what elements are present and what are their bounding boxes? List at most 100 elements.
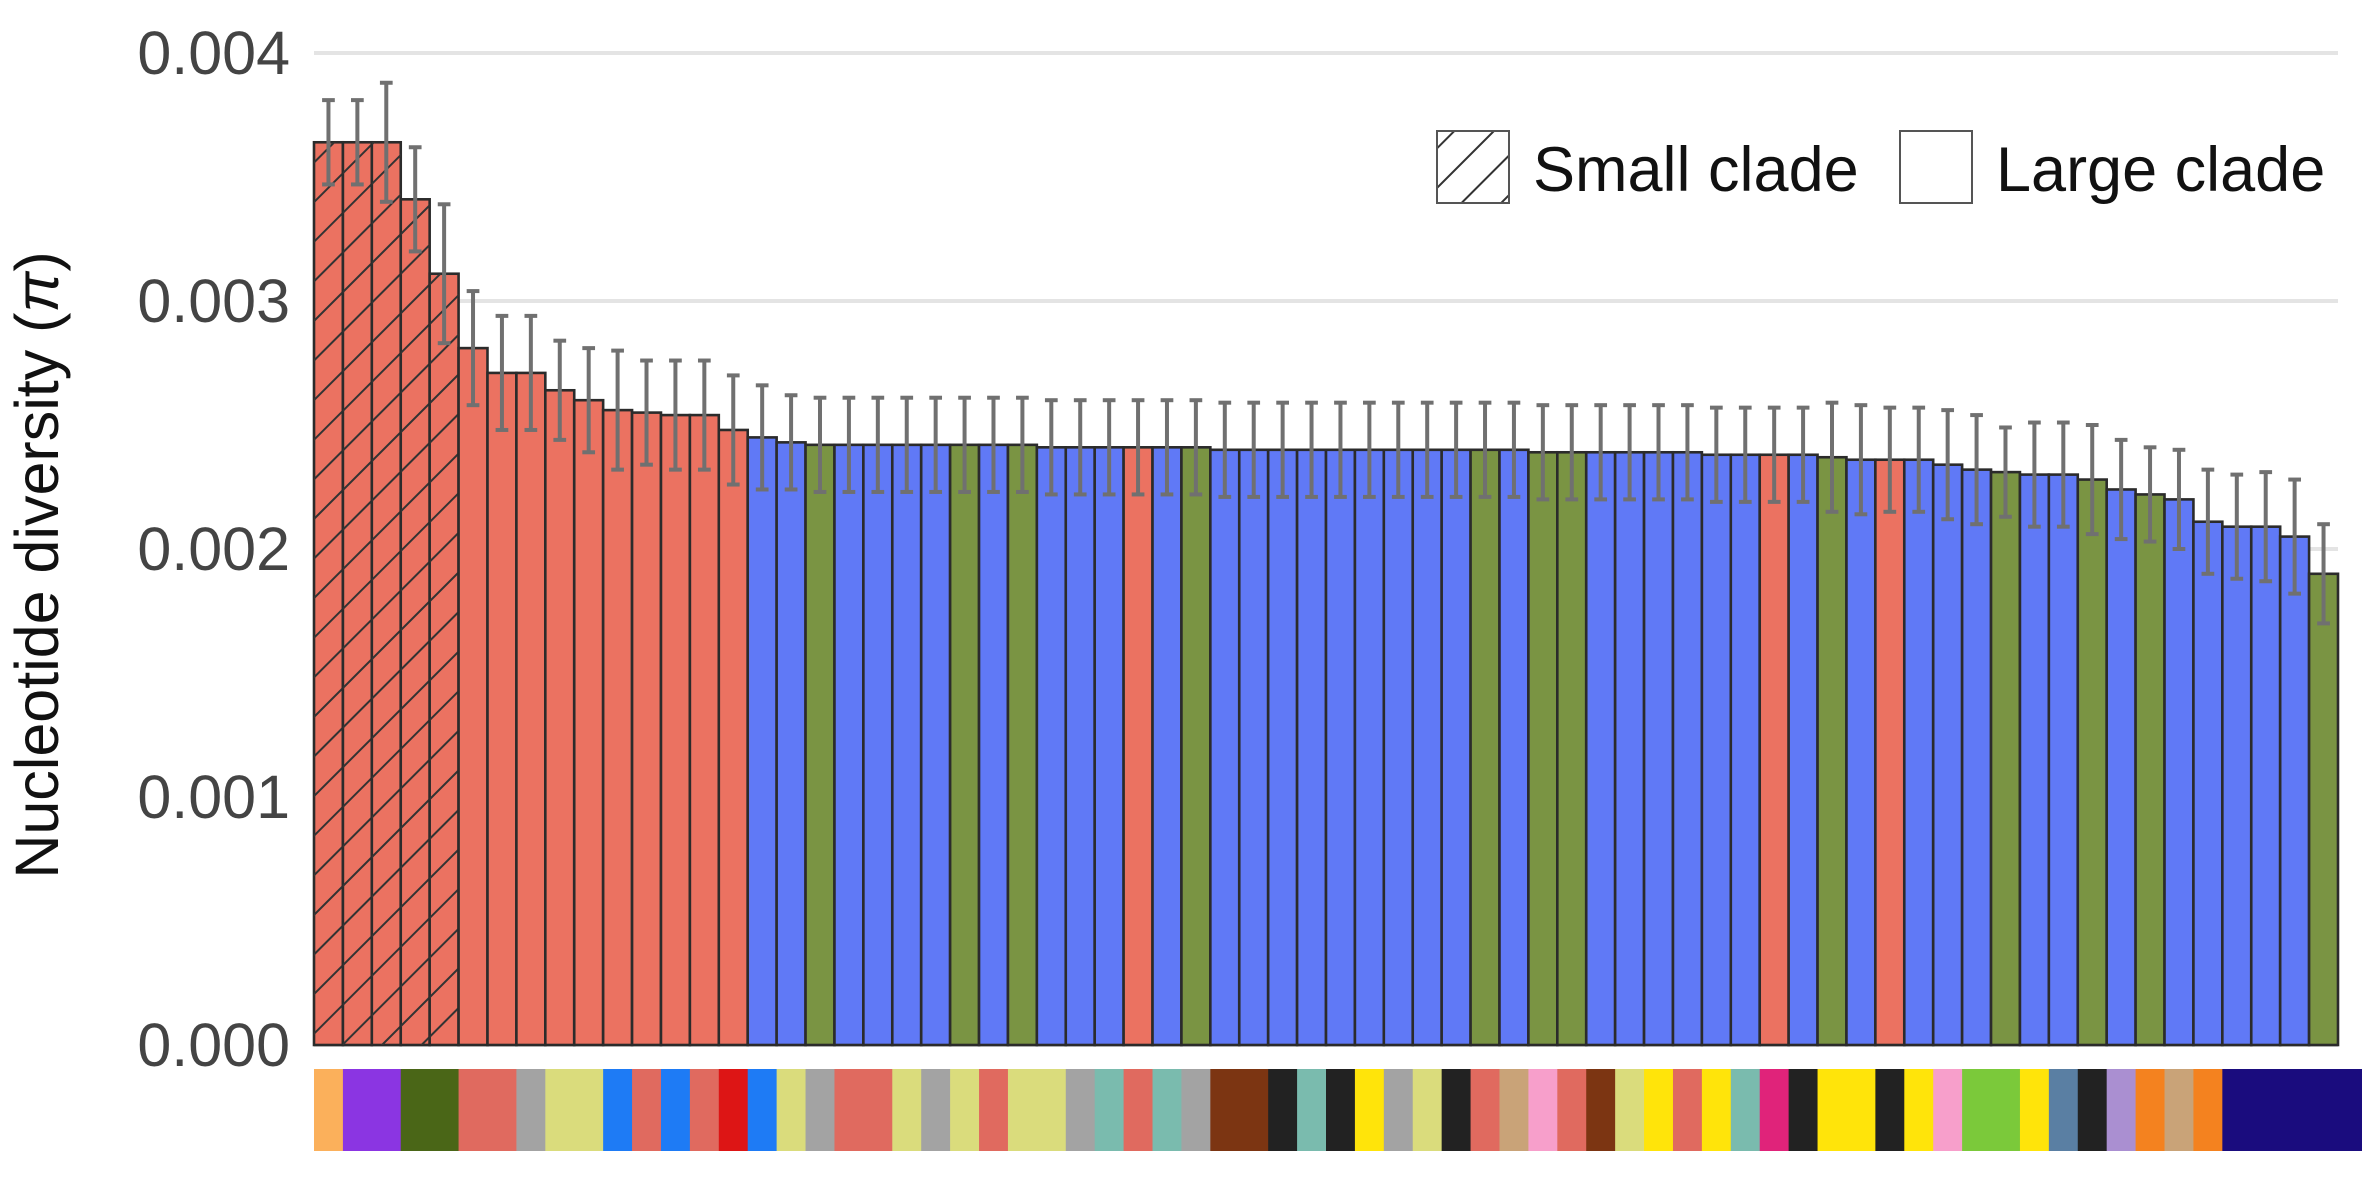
error-bar — [1131, 398, 1145, 497]
error-bar — [2143, 445, 2157, 544]
error-bar — [553, 338, 567, 442]
y-tick-label: 0.004 — [137, 19, 290, 87]
group-strip-cell — [2077, 1069, 2108, 1151]
y-axis-title: Nucleotide diversity (π) — [3, 251, 71, 878]
bar — [544, 388, 576, 1047]
error-bar — [1883, 405, 1897, 514]
bar — [659, 413, 692, 1047]
bar — [1093, 446, 1125, 1047]
error-bar — [2114, 437, 2128, 542]
group-strip-cell — [2193, 1069, 2223, 1151]
group-strip-cell — [1094, 1069, 1125, 1151]
error-bar — [1536, 403, 1550, 502]
bar — [1237, 448, 1270, 1047]
group-strip-cell — [1210, 1069, 1269, 1151]
bar-hatch — [371, 142, 401, 1045]
bar — [1729, 453, 1762, 1047]
group-strip-cell — [1528, 1069, 1558, 1151]
bar — [1411, 448, 1443, 1047]
group-strip-cell — [458, 1069, 517, 1151]
group-strip-cell — [1499, 1069, 1529, 1151]
y-tick-label: 0.003 — [137, 267, 290, 335]
error-bar — [1420, 400, 1434, 499]
group-strip-cell — [1007, 1069, 1067, 1151]
error-bar — [2317, 522, 2330, 626]
group-strip-cell — [776, 1069, 807, 1151]
error-bar — [322, 98, 335, 187]
bar — [1787, 453, 1819, 1047]
bar — [1382, 448, 1415, 1047]
bar — [1613, 450, 1646, 1047]
group-strip-cell — [660, 1069, 691, 1151]
bar — [2163, 498, 2195, 1047]
legend-swatch-large-clade — [1899, 130, 1973, 204]
group-strip-cell — [1904, 1069, 1934, 1151]
bar — [572, 398, 605, 1047]
error-bar — [611, 348, 624, 472]
y-axis-ticks: 0.000 0.001 0.002 0.003 0.004 — [137, 19, 290, 1079]
error-bar — [2201, 467, 2215, 576]
error-bar — [1334, 400, 1347, 499]
error-bar — [1189, 398, 1203, 497]
error-bar — [1565, 403, 1579, 502]
group-strip-cell — [632, 1069, 662, 1151]
error-bar — [784, 393, 798, 492]
bar — [1584, 450, 1617, 1047]
bar — [2249, 525, 2282, 1047]
bar — [1902, 458, 1935, 1047]
error-bar — [1218, 400, 1232, 499]
group-strip-cell — [1875, 1069, 1905, 1151]
error-bar — [2230, 472, 2244, 581]
group-strip-cell — [516, 1069, 546, 1151]
bar — [1498, 448, 1530, 1047]
bar — [775, 441, 807, 1047]
error-bar — [1825, 400, 1839, 514]
bar — [1353, 448, 1386, 1047]
bar — [1758, 453, 1790, 1047]
error-bar — [524, 313, 538, 432]
group-strip-cell — [1701, 1069, 1732, 1151]
error-bar — [1796, 405, 1810, 504]
legend-label-small-clade: Small clade — [1533, 135, 1859, 205]
group-strip-cell — [2135, 1069, 2166, 1151]
group-strip-cell — [1817, 1069, 1876, 1151]
error-bar — [1623, 403, 1636, 502]
bar — [2192, 520, 2224, 1047]
bar-hatch — [314, 142, 343, 1045]
bar — [1556, 450, 1588, 1047]
group-strip-cell — [1759, 1069, 1790, 1151]
error-bar — [1247, 400, 1261, 499]
group-strip-cell — [2019, 1069, 2050, 1151]
error-bar — [1102, 398, 1116, 497]
error-bars — [322, 80, 2330, 626]
error-bar — [1681, 403, 1694, 502]
error-bar — [1594, 403, 1608, 502]
error-bar — [813, 395, 827, 494]
error-bar — [1016, 395, 1029, 494]
bar — [746, 436, 778, 1047]
error-bar — [1709, 405, 1723, 504]
group-strip-cell — [718, 1069, 749, 1151]
bar — [1527, 450, 1559, 1047]
group-strip-cell — [1962, 1069, 2021, 1151]
error-bar — [1305, 400, 1318, 499]
error-bar — [582, 346, 596, 455]
error-bar — [697, 358, 711, 472]
bar-hatch — [400, 199, 430, 1045]
bar — [1440, 448, 1472, 1047]
error-bar — [958, 395, 971, 494]
error-bar — [466, 289, 480, 408]
error-bar — [1160, 398, 1174, 497]
bar — [977, 443, 1010, 1047]
bar — [1845, 458, 1877, 1047]
group-strip-cell — [1470, 1069, 1500, 1151]
y-tick-label: 0.000 — [137, 1011, 290, 1079]
bar — [2134, 493, 2166, 1047]
group-strip-cell — [1586, 1069, 1616, 1151]
error-bar — [379, 80, 393, 204]
group-strip-cell — [603, 1069, 633, 1151]
error-bar — [2028, 420, 2041, 529]
group-strip-cell — [1788, 1069, 1819, 1151]
bar — [1931, 463, 1964, 1047]
group-strip-cell — [1383, 1069, 1414, 1151]
